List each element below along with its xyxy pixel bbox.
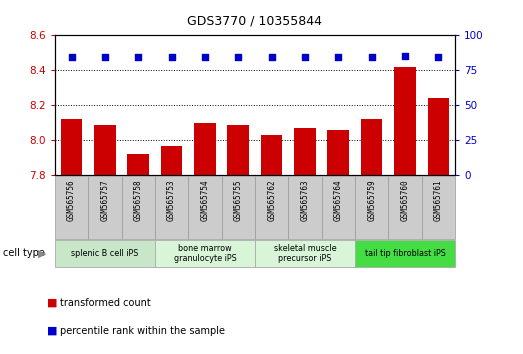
Text: GSM565758: GSM565758 (134, 179, 143, 221)
Point (201, 54, 209, 60)
Point (267, 55, 276, 60)
Text: transformed count: transformed count (60, 298, 151, 308)
Bar (261, 135, 282, 175)
Bar (427, 98, 449, 175)
Text: ▶: ▶ (38, 249, 47, 258)
Bar (55, 240, 155, 267)
Point (134, 55, 142, 60)
Bar (422, 176, 455, 239)
Text: GDS3770 / 10355844: GDS3770 / 10355844 (187, 14, 323, 27)
Bar (128, 154, 149, 175)
Point (434, 54, 442, 60)
Bar (61, 119, 83, 175)
Text: GSM565763: GSM565763 (301, 179, 310, 221)
Bar (228, 125, 249, 175)
Bar (388, 176, 422, 239)
Text: tail tip fibroblast iPS: tail tip fibroblast iPS (365, 249, 446, 258)
Bar (355, 240, 455, 267)
Bar (294, 128, 316, 175)
Text: GSM565755: GSM565755 (234, 179, 243, 221)
Bar (161, 145, 183, 175)
Bar (222, 176, 255, 239)
Text: ■: ■ (47, 298, 58, 308)
Text: bone marrow
granulocyte iPS: bone marrow granulocyte iPS (174, 244, 236, 263)
Bar (255, 176, 288, 239)
Bar (355, 176, 388, 239)
Bar (327, 130, 349, 175)
Bar (194, 123, 216, 175)
Text: cell type: cell type (3, 249, 44, 258)
Text: GSM565757: GSM565757 (100, 179, 109, 221)
Text: ■: ■ (47, 326, 58, 336)
Text: splenic B cell iPS: splenic B cell iPS (71, 249, 139, 258)
Point (301, 55, 309, 60)
Bar (94, 125, 116, 175)
Bar (55, 176, 88, 239)
Text: GSM565753: GSM565753 (167, 179, 176, 221)
Point (234, 54, 243, 60)
Text: percentile rank within the sample: percentile rank within the sample (60, 326, 225, 336)
Text: GSM565764: GSM565764 (334, 179, 343, 221)
Point (67, 54, 76, 60)
Bar (188, 176, 222, 239)
Point (167, 55, 176, 60)
Text: GSM565756: GSM565756 (67, 179, 76, 221)
Text: skeletal muscle
precursor iPS: skeletal muscle precursor iPS (274, 244, 336, 263)
Point (368, 54, 376, 60)
Text: GSM565762: GSM565762 (267, 179, 276, 221)
Text: GSM565761: GSM565761 (434, 179, 443, 221)
Bar (255, 240, 355, 267)
Bar (155, 240, 255, 267)
Point (101, 54, 109, 59)
Bar (322, 176, 355, 239)
Text: GSM565759: GSM565759 (367, 179, 376, 221)
Point (401, 53, 409, 59)
Point (334, 55, 343, 60)
Text: GSM565754: GSM565754 (200, 179, 209, 221)
Bar (155, 176, 188, 239)
Text: GSM565760: GSM565760 (401, 179, 410, 221)
Bar (121, 176, 155, 239)
Bar (361, 119, 382, 175)
Bar (88, 176, 121, 239)
Bar (394, 67, 416, 175)
Bar (288, 176, 322, 239)
